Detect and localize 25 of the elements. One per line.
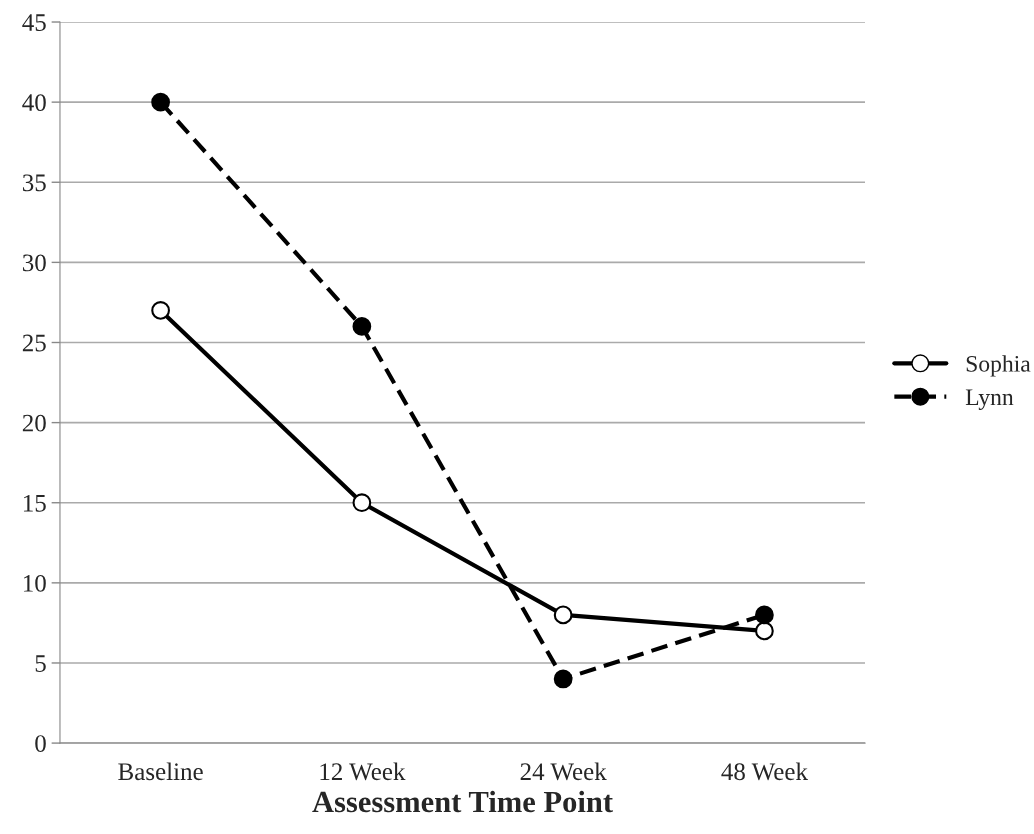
legend-label: Lynn bbox=[965, 389, 1014, 411]
point bbox=[755, 621, 774, 641]
y-tick-label: 25 bbox=[22, 334, 46, 352]
legend-label: Sophia bbox=[966, 355, 1031, 377]
y-tick-label: 20 bbox=[22, 414, 46, 432]
y-tick-label: 35 bbox=[22, 174, 46, 192]
y-tick-label: 30 bbox=[22, 254, 46, 272]
y-tick-label: 40 bbox=[22, 94, 46, 112]
x-tick-label: 24 Week bbox=[520, 762, 607, 781]
y-tick-label: 15 bbox=[23, 494, 46, 512]
y-tick-label: 45 bbox=[22, 14, 46, 31]
y-tick-label: 10 bbox=[23, 574, 46, 592]
point bbox=[352, 317, 372, 336]
x-tick-label: 48 Week bbox=[721, 762, 808, 781]
y-tick-label: 5 bbox=[35, 655, 46, 672]
point bbox=[352, 493, 372, 513]
x-axis-title: Assessment Time Point bbox=[312, 790, 613, 813]
point bbox=[755, 605, 774, 625]
point bbox=[151, 301, 170, 320]
x-tick-label: 12 Week bbox=[320, 762, 406, 781]
point bbox=[553, 605, 573, 625]
x-tick-label: Baseline bbox=[118, 762, 203, 781]
point bbox=[151, 92, 170, 112]
point bbox=[553, 669, 573, 689]
y-tick-label: 0 bbox=[35, 735, 46, 753]
